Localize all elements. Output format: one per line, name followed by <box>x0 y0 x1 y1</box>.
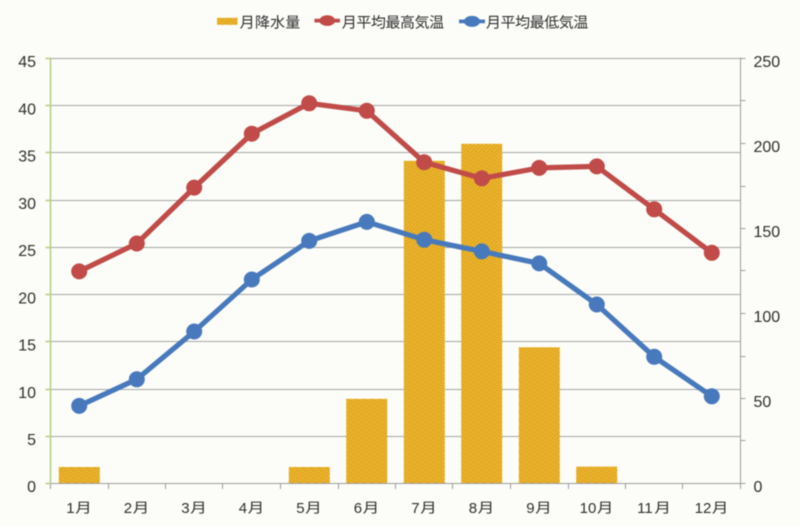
svg-text:150: 150 <box>754 224 781 241</box>
svg-text:8: 8 <box>469 500 477 517</box>
svg-text:200: 200 <box>754 139 781 156</box>
svg-text:9: 9 <box>526 500 534 517</box>
svg-text:25: 25 <box>18 243 36 260</box>
svg-text:3: 3 <box>181 500 189 517</box>
svg-text:2: 2 <box>124 500 132 517</box>
svg-text:10: 10 <box>580 500 597 517</box>
svg-text:6: 6 <box>354 500 362 517</box>
svg-text:7: 7 <box>411 500 419 517</box>
svg-text:0: 0 <box>27 479 36 496</box>
svg-text:4: 4 <box>239 500 247 517</box>
svg-text:20: 20 <box>18 290 36 307</box>
svg-text:35: 35 <box>18 149 36 166</box>
svg-text:40: 40 <box>18 101 36 118</box>
svg-text:250: 250 <box>754 54 781 71</box>
svg-text:5: 5 <box>27 432 36 449</box>
svg-text:15: 15 <box>18 338 36 355</box>
svg-text:0: 0 <box>754 479 763 496</box>
svg-text:5: 5 <box>296 500 304 517</box>
svg-text:10: 10 <box>18 385 36 402</box>
svg-text:11: 11 <box>637 500 653 517</box>
svg-text:1: 1 <box>66 500 74 517</box>
svg-text:30: 30 <box>18 196 36 213</box>
svg-text:100: 100 <box>754 309 781 326</box>
svg-text:45: 45 <box>18 54 36 71</box>
svg-text:50: 50 <box>754 394 772 411</box>
svg-text:12: 12 <box>695 500 712 517</box>
